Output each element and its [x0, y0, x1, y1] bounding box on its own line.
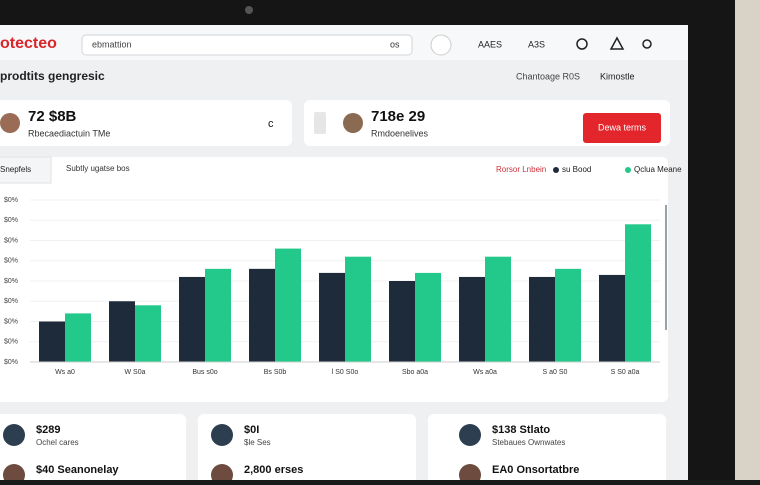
logo: otecteo — [0, 35, 57, 52]
stat-value: 72 $8B — [28, 108, 77, 125]
nav-item[interactable]: AAES — [478, 39, 502, 49]
card — [0, 414, 186, 485]
x-tick-label: S S0 a0a — [611, 369, 640, 376]
bar — [625, 224, 651, 362]
avatar — [3, 424, 25, 446]
y-tick-label: $0% — [4, 258, 18, 265]
bar — [39, 321, 65, 362]
search-box[interactable] — [81, 34, 413, 56]
action-button-label[interactable]: Dewa terms — [598, 122, 647, 132]
legend-label: Qclua Meane — [634, 165, 682, 174]
chart-subtitle: Subtly ugatse bos — [66, 164, 130, 173]
stat-value: 718e 29 — [371, 108, 425, 125]
bar — [485, 256, 511, 362]
bar — [599, 274, 625, 362]
bar — [459, 276, 485, 362]
date-range[interactable]: Chantoage R0S — [516, 71, 580, 81]
stat-label: Rbecaediactuin TMe — [28, 128, 110, 138]
card — [198, 414, 416, 485]
card-value: 2,800 erses — [244, 464, 303, 476]
bar — [529, 276, 555, 362]
y-tick-label: $0% — [4, 278, 18, 285]
user-icon[interactable] — [642, 39, 652, 49]
bar — [205, 268, 231, 362]
y-tick-label: $0% — [4, 237, 18, 244]
y-tick-label: $0% — [4, 217, 18, 224]
stat-card — [304, 100, 670, 146]
card-label: Stebaues Ownwates — [492, 438, 565, 447]
bar — [109, 301, 135, 362]
bar — [345, 256, 371, 362]
card-value: EA0 Onsortatbre — [492, 464, 579, 476]
tab-label[interactable]: Snepfels — [0, 165, 31, 174]
search-text: ebmattion — [92, 39, 132, 49]
filter-label[interactable]: Rorsor Lnbein — [496, 165, 546, 174]
user-name[interactable]: Kimostle — [600, 71, 635, 81]
y-tick-label: $0% — [4, 298, 18, 305]
x-tick-label: l S0 S0o — [332, 369, 359, 376]
card — [428, 414, 666, 485]
avatar — [343, 113, 363, 133]
tab[interactable] — [0, 156, 52, 184]
stat-extra: c — [268, 118, 274, 130]
camera — [245, 6, 253, 14]
avatar — [0, 113, 20, 133]
card-label: Ochel cares — [36, 438, 79, 447]
page-title: prodtits gengresic — [0, 69, 105, 83]
search-icon[interactable] — [576, 38, 588, 50]
card-value: $138 Stlato — [492, 424, 550, 436]
avatar — [211, 424, 233, 446]
action-button[interactable] — [583, 113, 661, 143]
y-tick-label: $0% — [4, 318, 18, 325]
x-tick-label: Ws a0 — [55, 369, 75, 376]
x-tick-label: W S0a — [124, 369, 145, 376]
x-tick-label: Sbo a0a — [402, 369, 428, 376]
device-icon — [314, 112, 326, 134]
card-value: $40 Seanonelay — [36, 464, 119, 476]
y-tick-label: $0% — [4, 197, 18, 204]
x-tick-label: Ws a0a — [473, 369, 497, 376]
stat-card — [0, 100, 292, 146]
card-label: $le Ses — [244, 438, 271, 447]
bar — [555, 268, 581, 362]
legend-label: su Bood — [562, 165, 591, 174]
card-value: $0I — [244, 424, 259, 436]
legend-swatch — [553, 167, 559, 173]
wall — [735, 0, 760, 480]
legend-swatch — [625, 167, 631, 173]
bar — [389, 281, 415, 362]
stat-label: Rmdoenelives — [371, 128, 429, 138]
x-tick-label: Bus s0o — [192, 369, 217, 376]
bar — [415, 272, 441, 362]
avatar — [459, 424, 481, 446]
search-hint: os — [390, 39, 400, 49]
y-tick-label: $0% — [4, 339, 18, 346]
bell-icon[interactable] — [609, 36, 625, 50]
bar — [249, 268, 275, 362]
bar — [319, 272, 345, 362]
bar — [179, 276, 205, 362]
bar — [275, 248, 301, 362]
y-tick-label: $0% — [4, 359, 18, 366]
bar — [135, 305, 161, 362]
card-value: $289 — [36, 424, 60, 436]
bar — [65, 313, 91, 362]
x-tick-label: Bs S0b — [264, 369, 287, 376]
nav-item[interactable]: A3S — [528, 39, 545, 49]
x-tick-label: S a0 S0 — [543, 369, 568, 376]
icon-button[interactable] — [430, 34, 452, 56]
